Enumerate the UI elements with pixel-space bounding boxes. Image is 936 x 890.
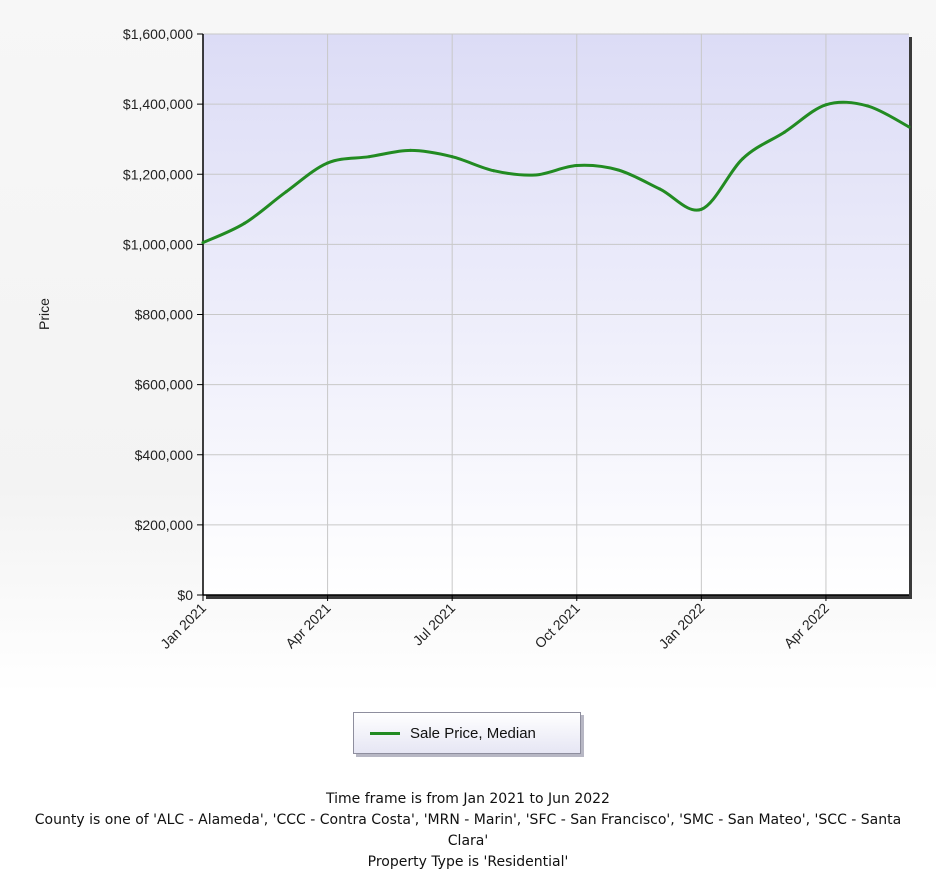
gridlines (202, 33, 909, 596)
data-point (782, 130, 786, 134)
y-tick-label: $200,000 (135, 517, 194, 533)
series-line-sale-price-median (201, 100, 911, 245)
footer-property-type: Property Type is 'Residential' (367, 854, 569, 870)
x-tick-label: Apr 2021 (282, 600, 334, 652)
data-point (243, 221, 246, 225)
data-point (699, 207, 703, 211)
data-point (409, 148, 413, 152)
footer-time-frame: Time frame is from Jan 2021 to Jun 2022 (326, 791, 610, 807)
data-point (201, 241, 205, 245)
x-tick-label: Jan 2021 (157, 600, 209, 652)
x-tick-label: Oct 2021 (531, 600, 583, 652)
y-tick-label: $1,600,000 (123, 26, 193, 42)
footer-county-filter: County is one of 'ALC - Alameda', 'CCC -… (34, 812, 902, 849)
data-point (741, 157, 745, 160)
data-point (575, 164, 579, 167)
legend-swatch-sale-price (370, 731, 400, 735)
x-tick-label: Apr 2022 (781, 600, 833, 652)
x-tick-label: Jan 2022 (655, 600, 707, 652)
y-axis-title: Price (36, 298, 52, 330)
y-tick-label: $1,000,000 (123, 236, 193, 252)
x-tick-label: Jul 2021 (410, 600, 459, 649)
data-point (824, 103, 828, 107)
data-point (284, 190, 288, 194)
data-point (326, 161, 330, 165)
data-point (533, 173, 537, 177)
chart-criteria-footer: Time frame is from Jan 2021 to Jun 2022 … (0, 789, 936, 873)
data-point (367, 155, 371, 159)
data-point (450, 155, 454, 159)
y-tick-label: $800,000 (135, 307, 194, 323)
sale-price-chart: $0 $200,000 $400,000 $600,000 $800,000 $1,000… (36, 26, 912, 652)
data-point (658, 187, 662, 191)
data-point (616, 168, 620, 172)
y-tick-label: $0 (177, 587, 193, 603)
y-tick-label: $1,400,000 (123, 96, 193, 112)
y-tick-label: $400,000 (135, 447, 194, 463)
legend: Sale Price, Median (353, 712, 581, 754)
data-point (866, 104, 869, 108)
legend-label-sale-price: Sale Price, Median (410, 724, 536, 742)
series-layer (201, 100, 911, 245)
data-point (907, 125, 911, 129)
axes (197, 33, 909, 601)
data-point (492, 169, 496, 173)
y-tick-label: $1,200,000 (123, 166, 193, 182)
y-tick-label: $600,000 (135, 377, 194, 393)
